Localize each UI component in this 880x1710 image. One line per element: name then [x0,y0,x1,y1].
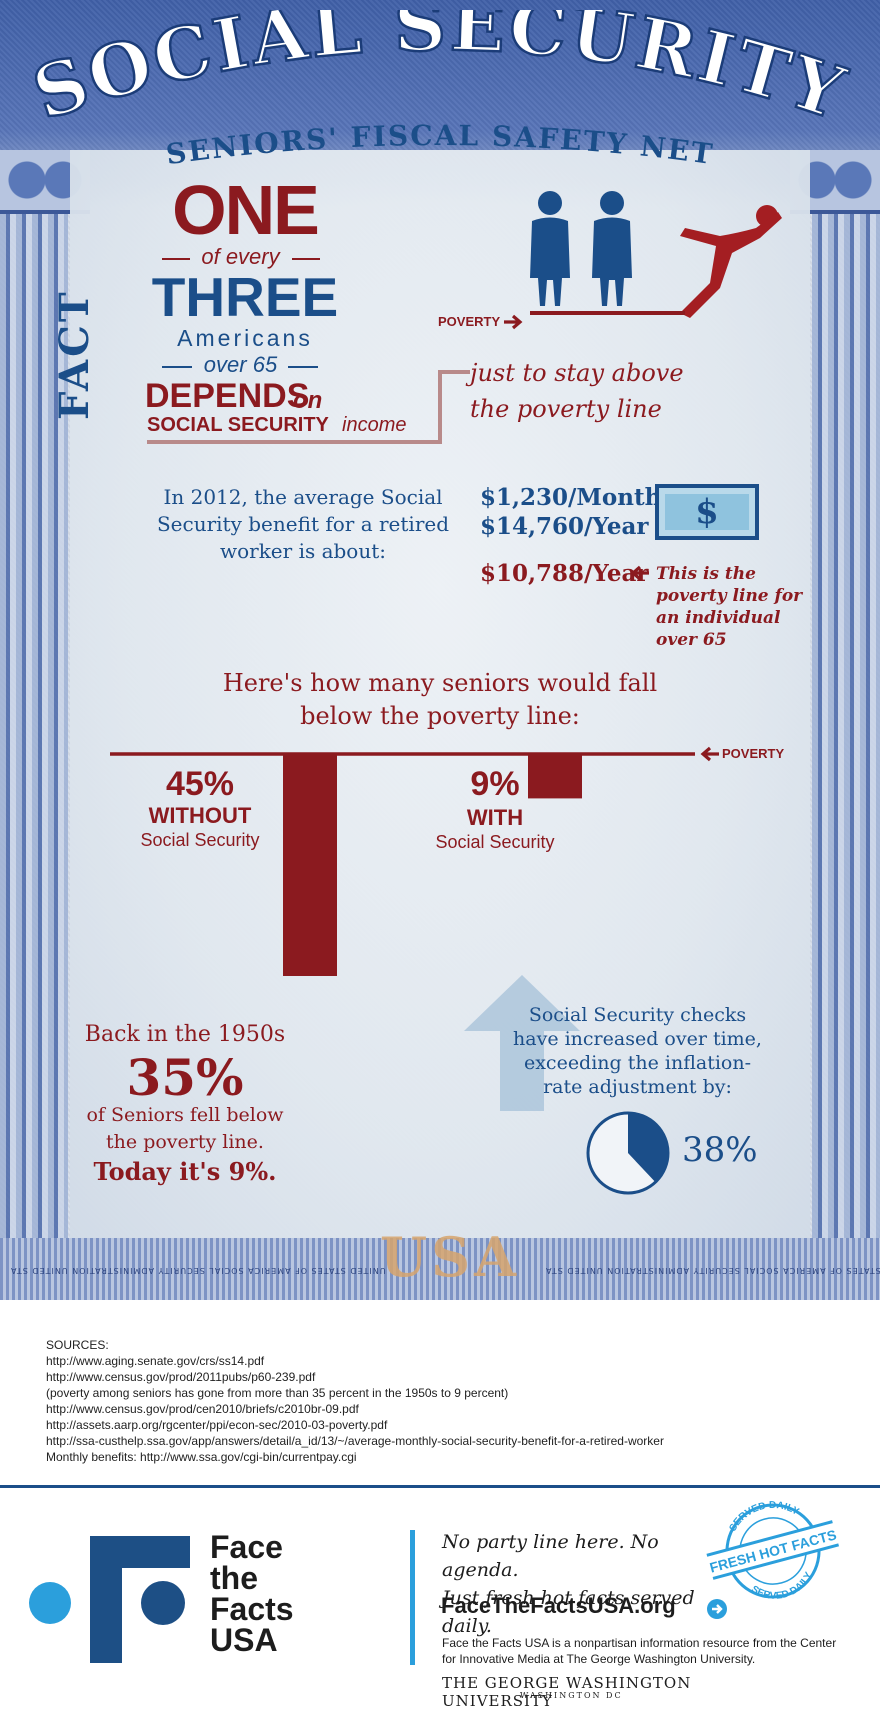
poverty-line-note: This is the poverty line for an individu… [656,564,803,650]
fifties-today: Today it's 9%. [93,1157,277,1186]
subtitle: SENIORS' FISCAL SAFETY NET [164,120,716,171]
fifties-percent: 35% [126,1048,244,1107]
fact-vertical-label: FACT [51,289,98,420]
poverty-label-top: POVERTY [438,314,501,329]
brand-line: the [210,1560,258,1596]
stat-over-65: over 65 [203,352,278,377]
gwu-location: WASHINGTON DC [520,1691,623,1700]
stat-income: income [342,414,407,436]
bar-label-sub-with: Social Security [435,832,555,852]
svg-text:SERVED DAILY: SERVED DAILY [723,1492,803,1536]
up-arrow-icon [464,975,580,1111]
brand-line: USA [210,1622,278,1658]
sources-heading: SOURCES: [46,1338,109,1352]
dash-left-of-every [162,258,190,260]
svg-text:SERVED DAILY: SERVED DAILY [747,1568,819,1609]
bar-label-word-with: WITH [466,805,524,830]
stat-three: THREE [151,266,339,328]
gwu-wordmark: THE GEORGE WASHINGTON UNIVERSITY [442,1674,752,1710]
arrow-right-icon [504,314,523,330]
source-item[interactable]: http://ssa-custhelp.ssa.gov/app/answers/… [46,1434,664,1448]
footer-vertical-bar [410,1530,415,1665]
checks-description: Social Security checks have increased ov… [513,1004,762,1098]
people-figures-illustration [530,191,782,318]
card-center-panel [70,150,810,1240]
chart-title: Here's how many seniors would fall below… [222,669,658,730]
stamp-bottom-text: SERVED DAILY [747,1568,819,1609]
pie-slice-increase [628,1113,668,1183]
svg-text:SENIORS' FISCAL SAFETY NET: SENIORS' FISCAL SAFETY NET [164,120,716,171]
arrow-left-icon-chart [700,746,719,762]
dollar-bill-icon: $ [655,484,759,540]
bar-without-social-security [283,754,337,976]
card-strip-text-right: UNITED STATES OF AMERICA SOCIAL SECURITY… [545,1266,880,1275]
stat-on: on [293,387,323,414]
stay-above-poverty-text: just to stay above the poverty line [470,359,684,423]
fifties-description: of Seniors fell below the poverty line. [86,1104,284,1153]
left-pillar-decoration [0,150,68,1240]
arrow-left-icon [630,565,649,581]
stat-depends: DEPENDS [145,377,310,415]
connector-line [147,370,470,444]
dollar-symbol: $ [665,494,749,530]
stat-americans: Americans [177,325,313,351]
stat-one: ONE [172,171,320,249]
poverty-bar-chart [110,752,695,976]
bar-label-sub-without: Social Security [140,830,260,850]
tagline: No party line here. No agenda. Just fres… [442,1528,712,1640]
source-item[interactable]: http://www.census.gov/prod/2011pubs/p60-… [46,1370,316,1384]
poverty-label-chart: POVERTY [722,746,785,761]
usa-watermark: USA [380,1225,520,1289]
fresh-hot-facts-stamp: SERVED DAILY FRESH HOT FACTS SERVED DAIL… [703,1492,843,1609]
fifties-intro: Back in the 1950s [84,1022,286,1047]
bar-label-word-without: WITHOUT [148,803,252,828]
source-note: (poverty among seniors has gone from mor… [46,1386,509,1400]
main-title: SOCIAL SECURITY [22,10,857,130]
tagline-line-1: No party line here. No agenda. [442,1531,659,1581]
dash-left-over-65 [162,366,192,368]
benefit-description: In 2012, the average Social Security ben… [156,485,450,563]
card-bottom-strip [0,1238,880,1300]
about-text: Face the Facts USA is a nonpartisan info… [442,1636,837,1666]
face-the-facts-logo-icon [29,1536,190,1663]
sources-list: SOURCES: http://www.aging.senate.gov/crs… [46,1337,846,1465]
arrow-circle-right-icon[interactable] [706,1598,728,1620]
benefit-yearly-amount: $14,760/Year [480,513,649,540]
brand-name: Face the Facts USA [210,1529,370,1658]
source-item[interactable]: http://www.census.gov/prod/cen2010/brief… [46,1402,359,1416]
dash-right-over-65 [288,366,318,368]
dash-right-of-every [292,258,320,260]
bar-with-social-security [528,754,582,799]
checks-percent: 38% [682,1130,758,1170]
source-item[interactable]: http://www.aging.senate.gov/crs/ss14.pdf [46,1354,265,1368]
fact-text: FACT [51,289,98,420]
website-link[interactable]: FaceTheFactsUSA.org [441,1593,676,1618]
poverty-line-amount: $10,788/Year [480,560,649,587]
card-strip-text-left: UNITED STATES OF AMERICA SOCIAL SECURITY… [10,1266,386,1275]
source-item[interactable]: http://assets.aarp.org/rgcenter/ppi/econ… [46,1418,388,1432]
svg-text:SOCIAL SECURITY: SOCIAL SECURITY [23,10,857,130]
footer-divider [0,1485,880,1488]
brand-line: Face [210,1529,283,1565]
standing-person-icon-2 [592,191,632,306]
brand-line: Facts [210,1591,294,1627]
falling-person-icon [680,205,782,318]
source-item[interactable]: Monthly benefits: http://www.ssa.gov/cgi… [46,1450,357,1464]
standing-person-icon-1 [530,191,570,306]
stat-social-security: SOCIAL SECURITY [147,414,329,436]
right-pillar-decoration [812,150,880,1240]
subtitle-text: SENIORS' FISCAL SAFETY NET [164,120,714,171]
stat-of-every: of every [201,244,280,269]
benefit-monthly-amount: $1,230/Month [480,484,662,511]
title-text: SOCIAL SECURITY [22,10,856,130]
increase-pie-chart [586,1111,670,1195]
bar-label-pct-without: 45% [165,765,235,803]
tagline-line-2: Just fresh hot facts served daily. [442,1587,695,1637]
stamp-top-text: SERVED DAILY [723,1492,803,1536]
bar-label-pct-with: 9% [470,765,520,803]
